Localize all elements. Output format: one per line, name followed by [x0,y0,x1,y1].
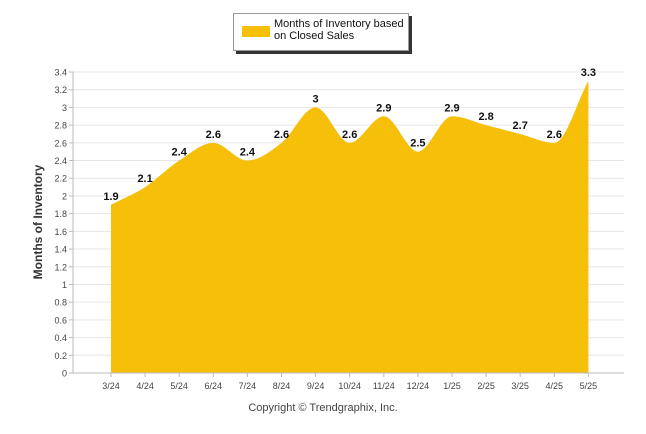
data-label: 2.6 [342,129,357,141]
y-tick-label: 2 [62,191,67,201]
x-tick-label: 4/24 [136,381,154,391]
axes: 0 0.2 0.4 0.6 0.8 1 1.2 1.4 1.6 1.8 2 2.2 2.4 2.6 2.8 3… [54,68,624,391]
legend-swatch [242,26,270,37]
data-label: 1.9 [103,191,118,203]
x-tick-label: 5/24 [170,381,188,391]
y-tick-label: 3.4 [54,68,67,78]
legend: Months of Inventory based on Closed Sale… [233,13,409,51]
y-tick-label: 0.8 [54,298,67,308]
x-tick-label: 8/24 [273,381,291,391]
series-area [111,80,589,374]
copyright-text: Copyright © Trendgraphix, Inc. [248,402,398,414]
legend-label: Months of Inventory based on Closed Sale… [274,18,404,42]
x-tick-label: 1/25 [443,381,461,391]
y-tick-label: 1.2 [54,262,67,272]
x-tick-label: 6/24 [205,381,223,391]
data-label: 2.6 [547,129,562,141]
y-tick-label: 3.2 [54,85,67,95]
y-tick-label: 0.4 [54,333,67,343]
data-label: 2.9 [444,102,459,114]
data-label: 2.7 [513,120,528,132]
y-tick-label: 1.6 [54,227,67,237]
y-tick-label: 2.2 [54,174,67,184]
data-label: 2.9 [376,102,391,114]
x-tick-label: 11/24 [373,381,395,391]
y-tick-label: 2.4 [54,156,67,166]
data-label: 2.4 [172,147,188,159]
area-series [111,80,589,374]
y-tick-label: 2.8 [54,121,67,131]
data-label: 3.3 [581,67,596,79]
data-labels: 1.9 2.1 2.4 2.6 2.4 2.6 3 2.6 2.9 2.5 2.9 2.8 2.7 2.6… [103,67,596,203]
data-label: 2.6 [274,129,289,141]
y-tick-label: 0.2 [54,351,67,361]
x-tick-label: 3/24 [102,381,120,391]
data-label: 2.4 [240,147,256,159]
y-tick-label: 1.8 [54,209,67,219]
y-tick-label: 1.4 [54,245,67,255]
y-axis-title: Months of Inventory [31,164,45,279]
x-tick-label: 12/24 [407,381,430,391]
data-label: 2.6 [206,129,221,141]
y-tick-label: 3 [62,103,67,113]
y-tick-label: 0 [62,369,67,379]
x-tick-label: 9/24 [307,381,325,391]
data-label: 3 [313,93,319,105]
data-label: 2.8 [478,111,493,123]
x-tick-label: 7/24 [239,381,257,391]
y-tick-label: 1 [62,280,67,290]
x-tick-label: 10/24 [338,381,361,391]
x-tick-label: 5/25 [580,381,598,391]
x-tick-label: 4/25 [546,381,564,391]
y-tick-label: 2.6 [54,138,67,148]
x-tick-label: 3/25 [511,381,529,391]
y-tick-label: 0.6 [54,315,67,325]
x-tick-label: 2/25 [477,381,495,391]
data-label: 2.5 [410,138,425,150]
data-label: 2.1 [137,173,152,185]
